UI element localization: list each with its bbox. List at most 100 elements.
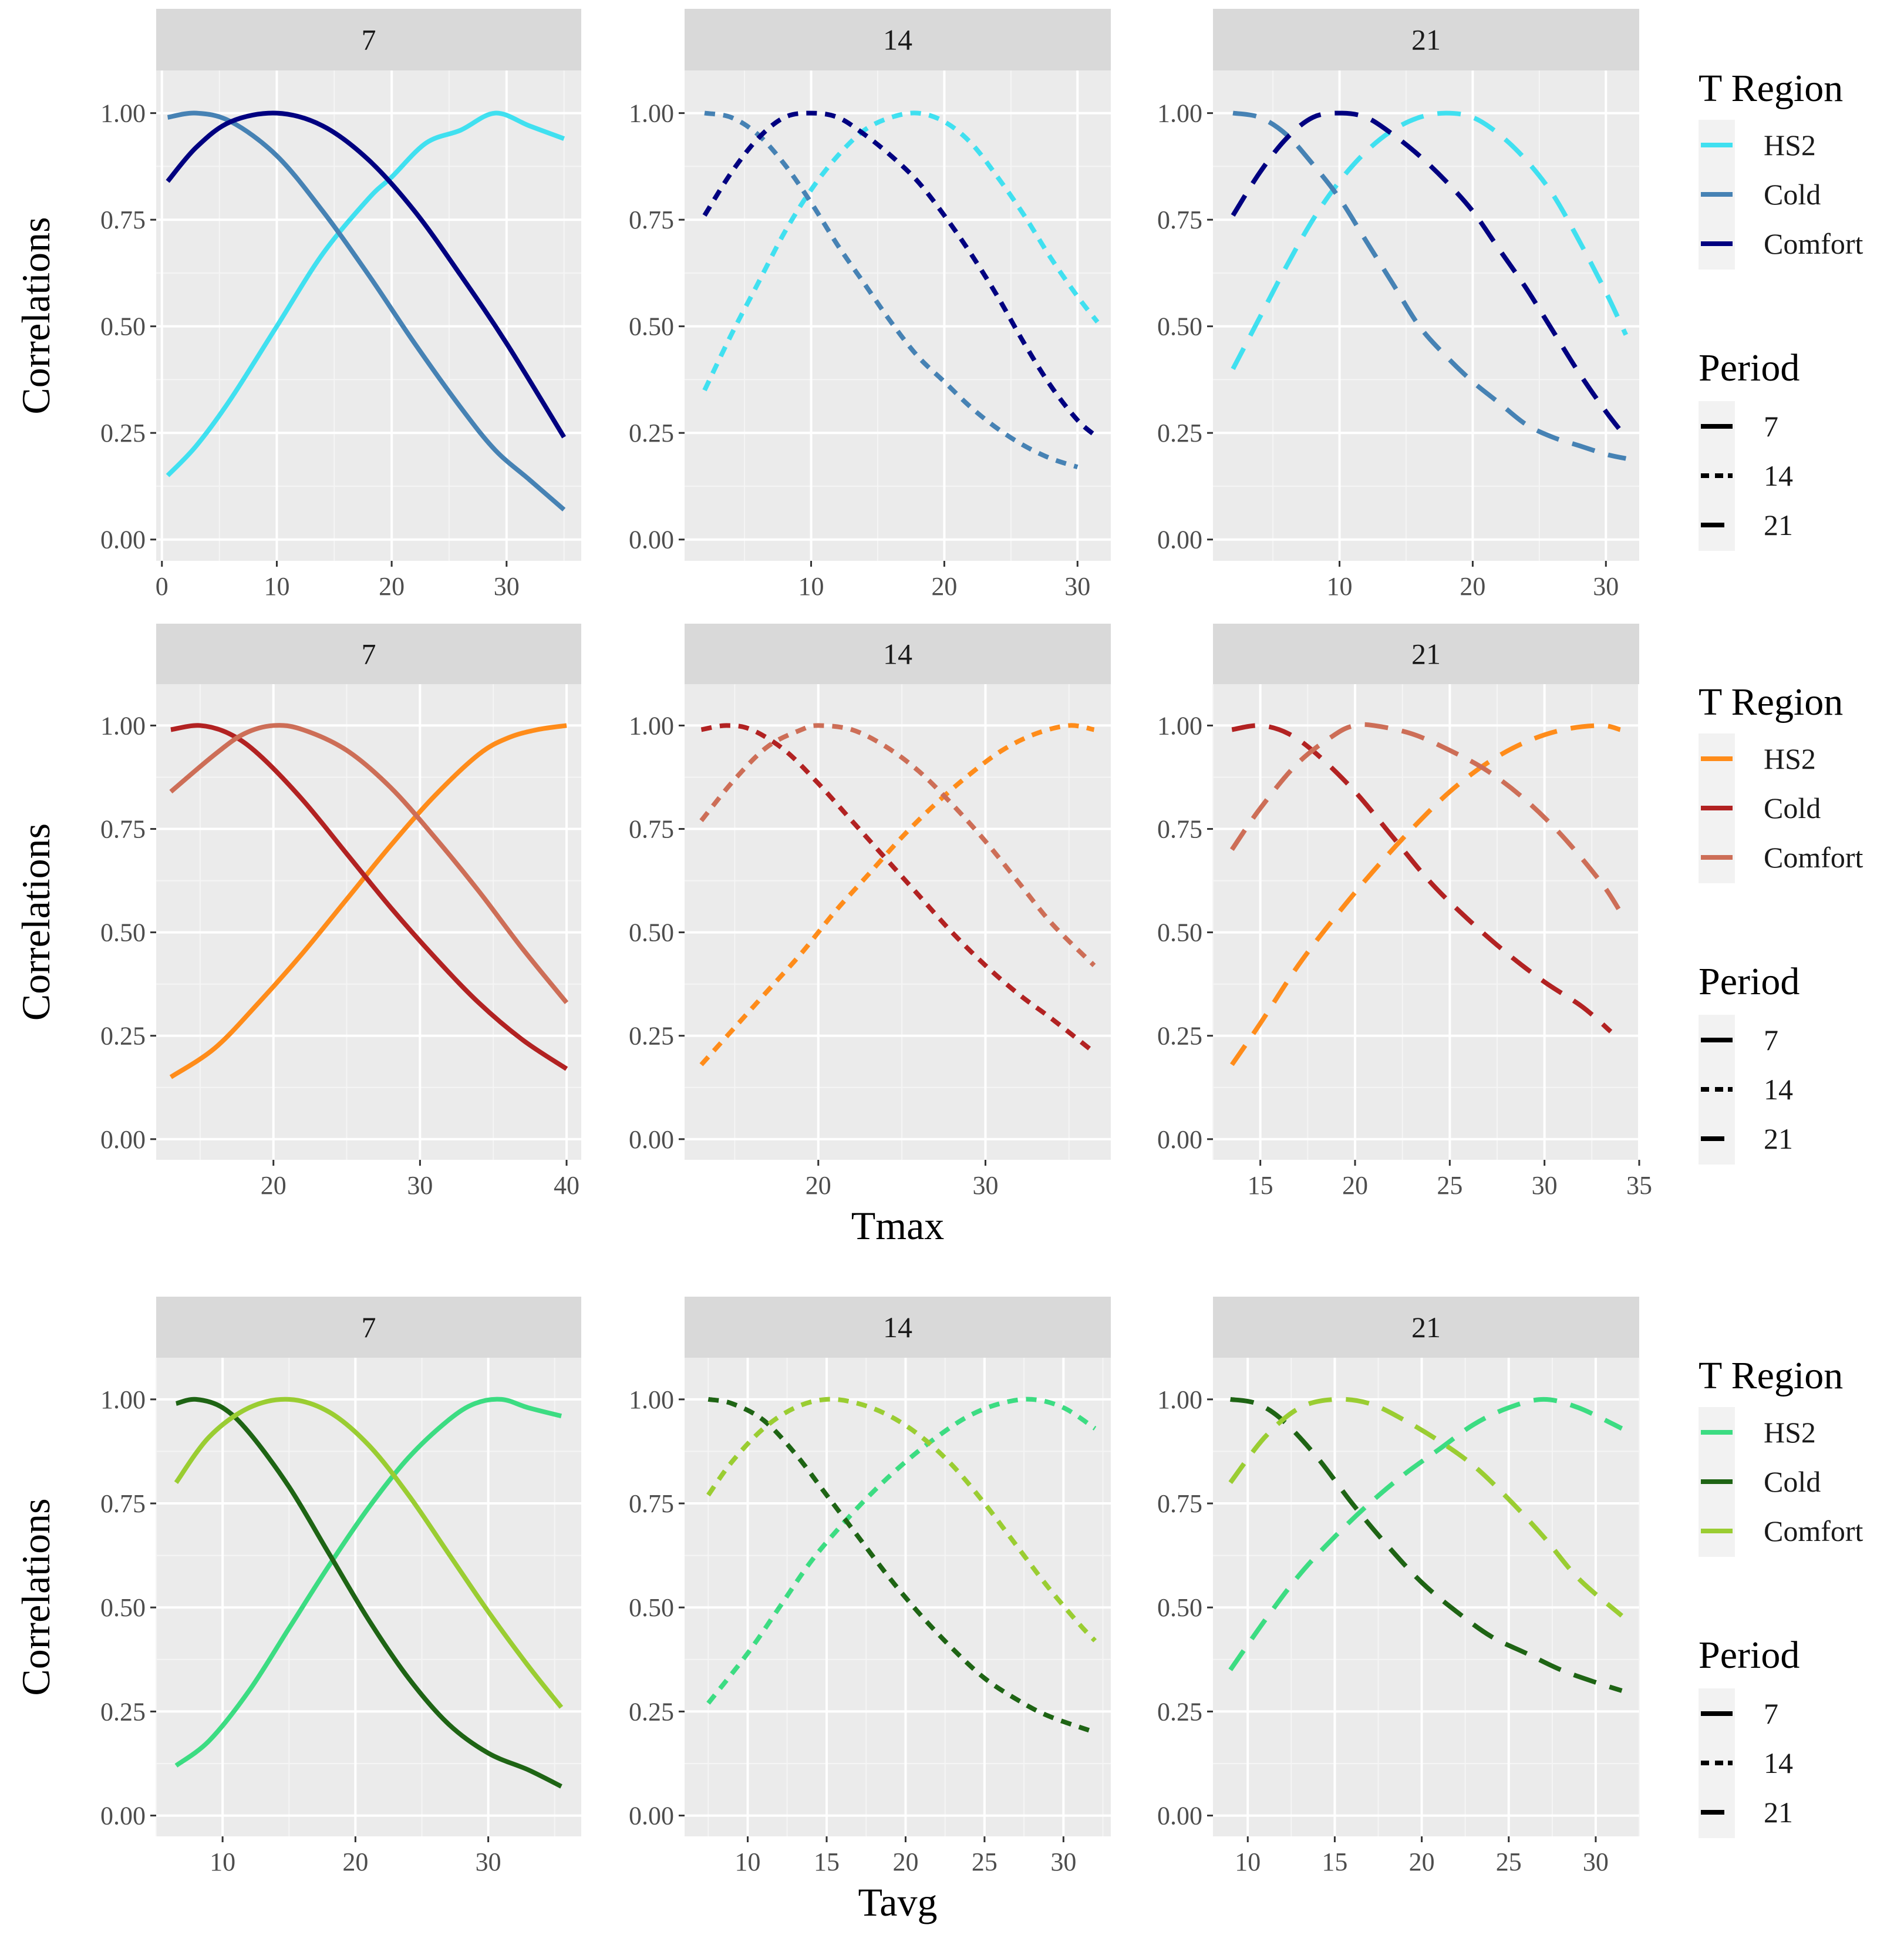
x-tick-label: 15 <box>1322 1848 1347 1876</box>
panel-row3-period-14: 14 0.00 0.25 0.50 0.75 1.00 10 15 20 25 30 <box>629 1297 1111 1876</box>
series-line-hs2 <box>699 723 1095 1066</box>
y-tick-label: 0.75 <box>100 206 146 234</box>
x-tick-label: 30 <box>1050 1848 1076 1876</box>
legend-label-cold: Cold <box>1764 1465 1821 1498</box>
y-tick-label: 0.25 <box>1157 419 1202 447</box>
y-tick-label: 0.75 <box>1157 206 1202 234</box>
panel-background <box>156 70 581 561</box>
y-tick-label: 0.50 <box>629 1593 674 1622</box>
panel-background <box>685 1358 1111 1836</box>
facet-strip-label: 7 <box>362 23 376 56</box>
x-tick-label: 30 <box>1583 1848 1609 1876</box>
facet-strip-label: 21 <box>1411 638 1441 671</box>
legend-label-cold: Cold <box>1764 178 1821 211</box>
y-tick-label: 1.00 <box>1157 1385 1202 1414</box>
y-tick-label: 1.00 <box>629 99 674 128</box>
legend-label-comfort: Comfort <box>1764 227 1863 260</box>
legend-label-period-21: 21 <box>1764 1122 1793 1155</box>
y-tick-label: 0.75 <box>100 815 146 844</box>
x-tick-label: 20 <box>1460 572 1485 601</box>
x-tick-label: 30 <box>1064 572 1090 601</box>
series-line-comfort <box>706 1397 1097 1643</box>
legend-title-region: T Region <box>1699 67 1843 110</box>
panel-row1-period-7: 7 0.00 0.25 0.50 0.75 1.00 0 10 20 30 <box>100 9 581 601</box>
facet-strip-label: 14 <box>883 1311 912 1344</box>
x-tick-label: 30 <box>476 1848 501 1876</box>
facet-strip <box>156 1297 581 1358</box>
series-line-hs2 <box>1228 1397 1623 1671</box>
y-tick-label: 0.25 <box>100 1697 146 1726</box>
panel-row2-period-7: 7 0.00 0.25 0.50 0.75 1.00 20 30 40 <box>100 624 581 1200</box>
y-tick-label: 0.75 <box>1157 815 1202 844</box>
x-tick-label: 20 <box>379 572 405 601</box>
facet-strip-label: 21 <box>1411 23 1441 56</box>
facet-strip <box>685 9 1111 70</box>
panel-row3-period-21: 21 0.00 0.25 0.50 0.75 1.00 10 15 20 25 30 <box>1157 1297 1640 1876</box>
chart-row-3: 7 0.00 0.25 0.50 0.75 1.00 10 20 30 14 0.00 0.25 0.5… <box>14 1297 1863 1924</box>
x-tick-label: 10 <box>1327 572 1353 601</box>
y-tick-label: 0.25 <box>100 419 146 447</box>
legend-label-period-7: 7 <box>1764 410 1778 443</box>
legend-label-comfort: Comfort <box>1764 1515 1863 1547</box>
legend: T Region HS2 Cold Comfort Period 7 14 21 <box>1699 67 1863 551</box>
x-tick-label: 10 <box>1235 1848 1261 1876</box>
y-tick-label: 0.25 <box>629 419 674 447</box>
series-line-hs2 <box>166 110 565 477</box>
x-tick-label: 20 <box>342 1848 368 1876</box>
legend: T Region HS2 Cold Comfort Period 7 14 21 <box>1699 1354 1863 1838</box>
series-line-cold <box>1230 1397 1623 1693</box>
x-axis-title: Tmax <box>851 1203 945 1248</box>
legend-title-region: T Region <box>1699 1354 1843 1397</box>
y-tick-label: 0.00 <box>629 526 674 554</box>
x-tick-label: 15 <box>814 1848 840 1876</box>
facet-strip <box>1213 9 1639 70</box>
x-tick-label: 10 <box>264 572 289 601</box>
panel-background <box>685 70 1111 561</box>
series-line-comfort <box>1231 110 1628 439</box>
panel-row1-period-14: 14 0.00 0.25 0.50 0.75 1.00 10 20 30 <box>629 9 1111 601</box>
y-tick-label: 1.00 <box>100 711 146 740</box>
series-line-hs2 <box>702 110 1100 392</box>
panel-background <box>156 684 581 1160</box>
legend-title-period: Period <box>1699 960 1799 1003</box>
y-tick-label: 0.00 <box>100 1125 146 1154</box>
y-tick-label: 0.25 <box>1157 1697 1202 1726</box>
legend-label-cold: Cold <box>1764 792 1821 825</box>
y-tick-label: 0.00 <box>629 1125 674 1154</box>
x-tick-label: 30 <box>972 1171 998 1200</box>
legend-label-period-21: 21 <box>1764 1796 1793 1829</box>
y-axis-title: Correlations <box>14 1498 58 1695</box>
series-line-comfort <box>699 723 1096 967</box>
y-tick-label: 0.50 <box>629 918 674 947</box>
x-tick-label: 10 <box>798 572 824 601</box>
y-tick-label: 1.00 <box>1157 99 1202 128</box>
y-tick-label: 1.00 <box>629 711 674 740</box>
legend-title-period: Period <box>1699 346 1799 389</box>
y-tick-label: 0.00 <box>100 1802 146 1830</box>
y-tick-label: 0.25 <box>629 1697 674 1726</box>
panel-background <box>685 684 1111 1160</box>
x-tick-label: 40 <box>554 1171 579 1200</box>
panel-background <box>1213 684 1639 1160</box>
facet-strip-label: 14 <box>883 23 912 56</box>
legend-label-period-7: 7 <box>1764 1024 1778 1056</box>
facet-strip <box>1213 624 1639 684</box>
y-tick-label: 1.00 <box>629 1385 674 1414</box>
legend-label-comfort: Comfort <box>1764 841 1863 874</box>
panel-row2-period-21: 21 0.00 0.25 0.50 0.75 1.00 15 20 25 30 35 <box>1157 624 1652 1200</box>
y-tick-label: 0.25 <box>1157 1022 1202 1051</box>
y-tick-label: 0.75 <box>629 206 674 234</box>
x-tick-label: 0 <box>156 572 169 601</box>
y-tick-label: 1.00 <box>100 99 146 128</box>
x-tick-label: 10 <box>735 1848 761 1876</box>
y-tick-label: 0.25 <box>100 1022 146 1051</box>
x-tick-label: 10 <box>210 1848 235 1876</box>
y-tick-label: 0.50 <box>100 1593 146 1622</box>
series-line-cold <box>707 1397 1096 1735</box>
legend-label-period-14: 14 <box>1764 459 1793 492</box>
series-line-hs2 <box>1229 723 1621 1066</box>
facet-strip <box>1213 1297 1639 1358</box>
x-tick-label: 30 <box>407 1171 433 1200</box>
series-line-cold <box>175 1397 562 1789</box>
series-line-comfort <box>174 1397 564 1709</box>
